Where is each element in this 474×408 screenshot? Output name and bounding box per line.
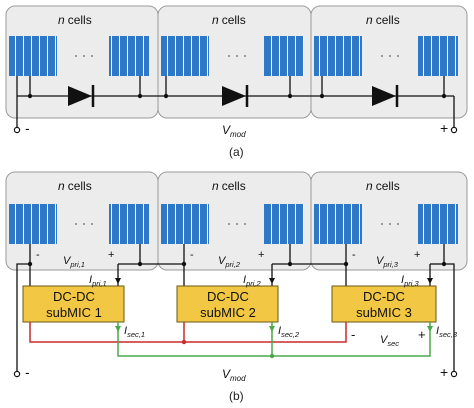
converter-box <box>176 285 279 323</box>
isec-label: Isec,3 <box>436 325 458 339</box>
converter-name: subMIC 2 <box>200 305 256 320</box>
pv-cell-string <box>418 204 458 244</box>
panel-b: n cells n cells n cells <box>5 171 468 403</box>
plus-sign: + <box>108 249 114 261</box>
minus-sign: - <box>36 249 40 261</box>
pv-cell-string <box>161 36 209 76</box>
terminal-minus <box>13 126 21 134</box>
current-arrow-icon <box>115 278 433 284</box>
junction-dot <box>181 339 187 345</box>
cell-group-label: n cells <box>366 13 400 27</box>
cell-group-box <box>310 5 468 119</box>
pv-cell-string <box>418 36 458 76</box>
cell-group-box <box>310 171 468 271</box>
converter-box <box>331 285 437 323</box>
terminal-minus-label: - <box>25 120 30 136</box>
converter-box <box>22 285 125 323</box>
vmod-label: Vmod <box>222 123 246 139</box>
ellipsis-dots <box>75 223 399 225</box>
bypass-diode-icon <box>372 85 399 107</box>
terminal-plus <box>450 370 458 378</box>
bypass-diode-icon <box>222 85 249 107</box>
pv-cell-string <box>109 204 149 244</box>
vpri-label: Vpri,3 <box>376 255 399 269</box>
caption-b: (b) <box>229 389 244 403</box>
pv-cell-string <box>264 36 304 76</box>
terminal-minus-label: - <box>25 364 30 380</box>
bypass-diode-icon <box>68 85 95 107</box>
panel-b-primary-wiring <box>16 244 455 372</box>
junction-dots <box>27 93 447 99</box>
cell-group-label: n cells <box>212 13 246 27</box>
panel-a: n cells n cells n cells <box>5 5 468 159</box>
secondary-negative-wire <box>29 322 347 343</box>
pv-cell-string <box>109 36 149 76</box>
pv-cell-string <box>9 36 57 76</box>
vpri-label: Vpri,1 <box>63 255 85 269</box>
ellipsis-dots <box>75 55 399 57</box>
vsec-label: Vsec <box>380 334 399 348</box>
cell-group-label: n cells <box>366 179 400 193</box>
isec-label: Isec,1 <box>124 325 145 339</box>
terminal-minus <box>13 370 21 378</box>
pv-cell-string <box>314 204 362 244</box>
ipri-label: Ipri,3 <box>401 274 419 288</box>
terminal-plus-label: + <box>440 364 448 380</box>
cell-group-label: n cells <box>212 179 246 193</box>
ipri-label: Ipri,2 <box>243 274 261 288</box>
converter-name: subMIC 1 <box>46 305 102 320</box>
current-arrow-icon <box>115 326 433 332</box>
plus-sign: + <box>414 249 420 261</box>
pv-cell-string <box>264 204 304 244</box>
terminal-plus-label: + <box>440 120 448 136</box>
minus-sign: - <box>352 249 356 261</box>
plus-sign: + <box>418 327 426 342</box>
isec-label: Isec,2 <box>278 325 300 339</box>
pv-cell-string <box>314 36 362 76</box>
vmod-label: Vmod <box>222 367 246 383</box>
plus-sign: + <box>258 249 264 261</box>
minus-sign: - <box>351 327 355 342</box>
minus-sign: - <box>190 249 194 261</box>
caption-a: (a) <box>229 145 244 159</box>
pv-cell-string <box>9 204 57 244</box>
cell-group-label: n cells <box>58 13 92 27</box>
ipri-label: Ipri,1 <box>89 274 107 288</box>
junction-dot <box>269 353 275 359</box>
pv-cell-string <box>161 204 209 244</box>
converter-name: subMIC 3 <box>356 305 412 320</box>
cell-group-label: n cells <box>58 179 92 193</box>
converter-title: DC-DC <box>207 289 249 304</box>
junction-dots <box>27 261 447 267</box>
converter-title: DC-DC <box>363 289 405 304</box>
vpri-label: Vpri,2 <box>218 255 241 269</box>
terminal-plus <box>450 126 458 134</box>
converter-title: DC-DC <box>53 289 95 304</box>
